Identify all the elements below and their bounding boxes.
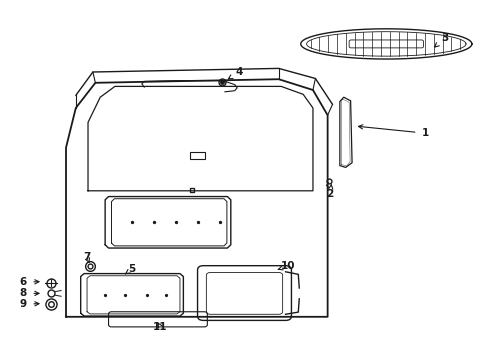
Text: 10: 10 — [278, 261, 295, 271]
Text: 5: 5 — [125, 264, 135, 274]
Text: 4: 4 — [228, 67, 243, 79]
Text: 11: 11 — [153, 322, 167, 332]
Text: 9: 9 — [20, 299, 39, 309]
Bar — [189, 152, 205, 159]
Text: 1: 1 — [358, 125, 428, 138]
FancyBboxPatch shape — [348, 40, 423, 48]
Text: 2: 2 — [326, 185, 333, 199]
Text: 3: 3 — [434, 33, 447, 47]
Text: 8: 8 — [20, 288, 39, 298]
Text: 7: 7 — [83, 252, 91, 262]
Text: 6: 6 — [20, 277, 39, 287]
